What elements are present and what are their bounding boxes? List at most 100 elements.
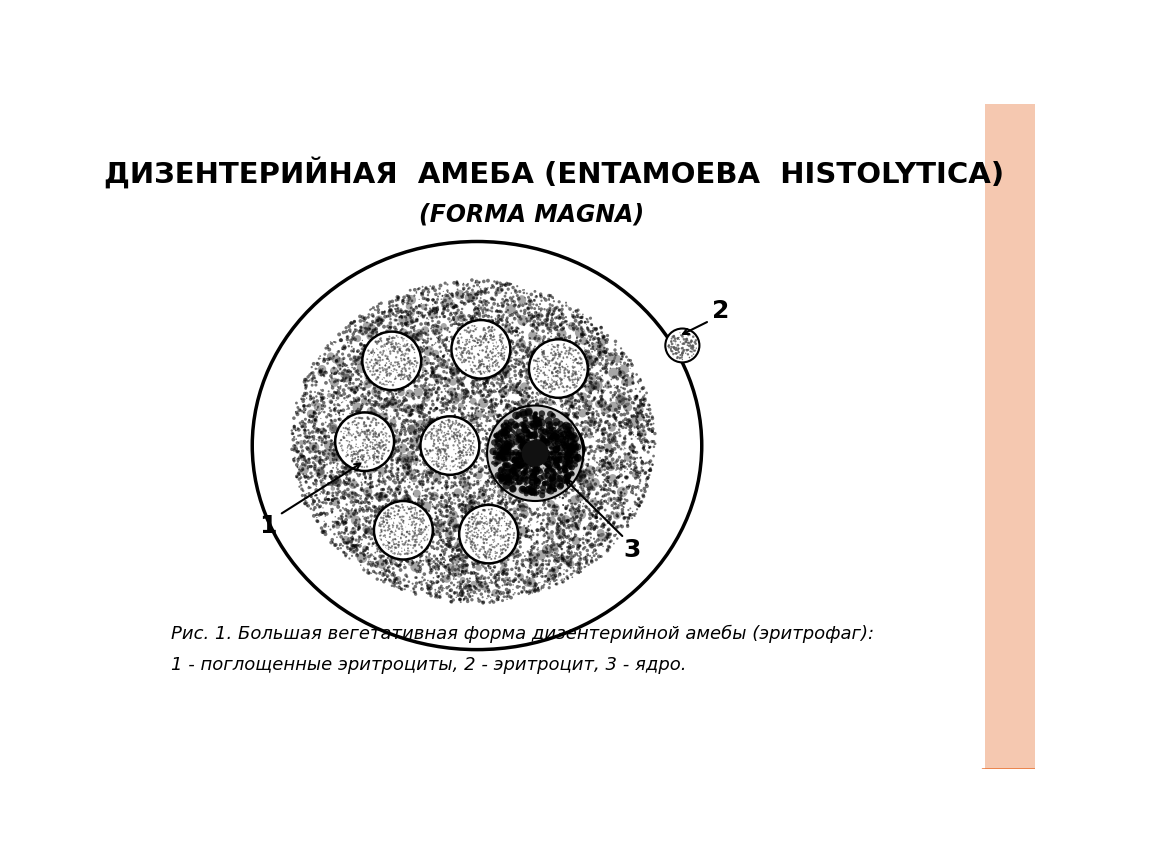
Point: [394, 339, 413, 353]
Point: [460, 531, 478, 545]
Point: [573, 390, 591, 403]
Point: [313, 384, 331, 397]
Point: [480, 462, 498, 476]
Point: [551, 454, 569, 467]
Point: [430, 452, 449, 466]
Point: [544, 474, 562, 488]
Point: [472, 354, 490, 368]
Point: [376, 359, 394, 372]
Point: [421, 581, 439, 594]
Point: [488, 344, 506, 358]
Point: [675, 336, 693, 350]
Point: [376, 456, 394, 470]
Point: [420, 537, 438, 550]
Point: [435, 555, 453, 569]
Point: [365, 499, 383, 513]
Point: [486, 550, 505, 563]
Point: [564, 500, 582, 514]
Point: [519, 545, 537, 559]
Point: [371, 365, 390, 379]
Point: [497, 320, 515, 334]
Point: [338, 333, 356, 346]
Point: [406, 533, 424, 547]
Point: [489, 453, 507, 467]
Point: [427, 302, 445, 315]
Point: [382, 427, 400, 441]
Point: [369, 438, 388, 452]
Point: [482, 310, 500, 324]
Point: [549, 500, 567, 514]
Point: [552, 478, 570, 492]
Point: [381, 305, 399, 319]
Point: [448, 277, 467, 291]
Point: [377, 337, 396, 351]
Point: [393, 513, 412, 527]
Point: [499, 422, 518, 435]
Point: [358, 377, 376, 391]
Point: [543, 545, 561, 559]
Point: [527, 372, 545, 385]
Point: [568, 467, 586, 481]
Point: [455, 567, 474, 581]
Point: [342, 372, 360, 386]
Point: [505, 429, 523, 442]
Point: [578, 331, 597, 345]
Point: [317, 446, 336, 460]
Point: [312, 475, 330, 489]
Point: [675, 333, 693, 346]
Point: [496, 377, 514, 391]
Point: [362, 512, 381, 526]
Point: [413, 351, 431, 365]
Point: [415, 573, 434, 587]
Point: [508, 429, 527, 442]
Point: [558, 459, 576, 473]
Point: [315, 405, 334, 419]
Point: [462, 295, 481, 308]
Point: [632, 495, 651, 509]
Point: [623, 367, 642, 381]
Point: [552, 533, 570, 547]
Point: [344, 332, 362, 346]
Point: [568, 565, 586, 579]
Point: [478, 360, 497, 374]
Point: [381, 359, 399, 373]
Point: [391, 361, 409, 375]
Point: [546, 500, 565, 514]
Point: [528, 308, 546, 321]
Point: [337, 478, 355, 492]
Point: [528, 554, 546, 568]
Point: [348, 446, 367, 460]
Point: [519, 487, 537, 501]
Point: [359, 385, 377, 399]
Point: [462, 510, 481, 524]
Point: [616, 412, 635, 426]
Point: [355, 416, 374, 429]
Point: [454, 459, 473, 473]
Point: [555, 397, 574, 411]
Point: [455, 297, 474, 311]
Point: [463, 532, 482, 546]
Point: [474, 453, 492, 467]
Point: [574, 363, 592, 377]
Point: [494, 334, 513, 348]
Point: [526, 408, 544, 422]
Point: [621, 361, 639, 375]
Point: [561, 328, 580, 342]
Point: [316, 416, 335, 429]
Point: [524, 486, 543, 499]
Point: [605, 486, 623, 499]
Point: [614, 459, 632, 473]
Point: [508, 432, 527, 446]
Point: [513, 392, 531, 406]
Point: [473, 507, 491, 521]
Point: [507, 460, 526, 473]
Point: [358, 364, 376, 378]
Point: [382, 511, 400, 525]
Point: [308, 401, 327, 415]
Point: [347, 487, 366, 501]
Point: [476, 549, 494, 562]
Point: [409, 522, 428, 536]
Point: [413, 422, 431, 435]
Point: [440, 395, 459, 409]
Point: [436, 515, 454, 529]
